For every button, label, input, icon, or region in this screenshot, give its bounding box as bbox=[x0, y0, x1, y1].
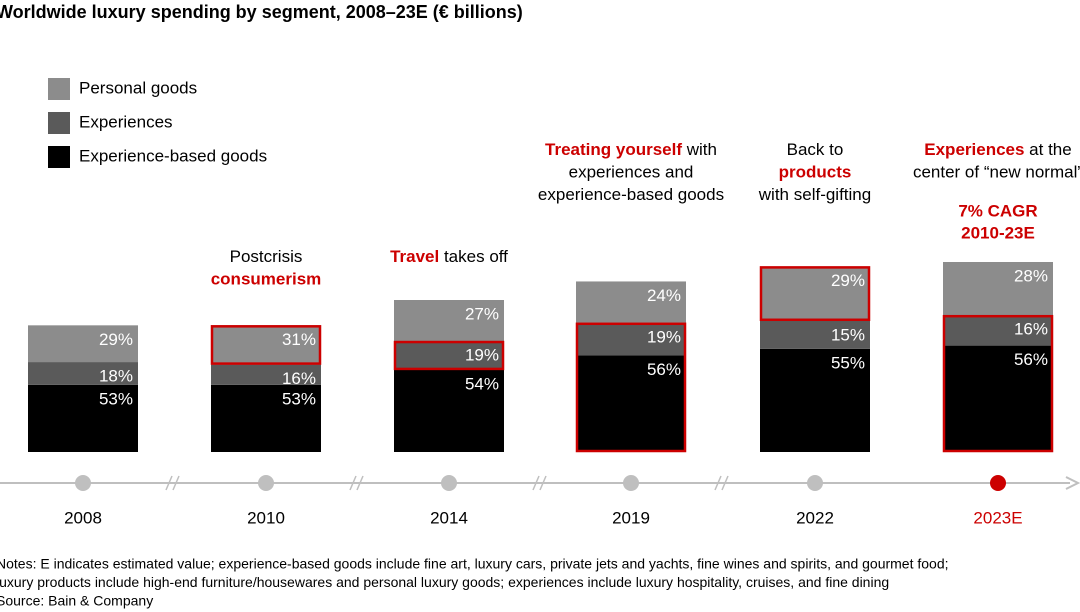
value-label: 15% bbox=[831, 325, 865, 344]
annotation-run: consumerism bbox=[211, 270, 322, 289]
highlight-box bbox=[759, 266, 871, 322]
chart-title: Worldwide luxury spending by segment, 20… bbox=[0, 2, 523, 22]
timeline-marker bbox=[623, 475, 639, 491]
bar-segment bbox=[576, 281, 686, 323]
x-tick-label: 2019 bbox=[612, 508, 650, 527]
value-label: 29% bbox=[99, 330, 133, 349]
annotation: Travel takes off bbox=[390, 247, 508, 266]
annotation-run: center of “new normal” bbox=[913, 163, 1080, 182]
timeline-marker bbox=[441, 475, 457, 491]
bar-segment bbox=[394, 300, 504, 342]
annotation: experiences and bbox=[569, 163, 694, 182]
value-label: 55% bbox=[831, 353, 865, 372]
annotation-run: Back to bbox=[787, 140, 844, 159]
value-label: 54% bbox=[465, 374, 499, 393]
value-label: 53% bbox=[282, 389, 316, 408]
bar-segment bbox=[211, 364, 321, 385]
annotation-run: Experiences bbox=[924, 140, 1024, 159]
bar-segment bbox=[211, 325, 321, 365]
bar-segment bbox=[576, 355, 686, 452]
value-label: 28% bbox=[1014, 266, 1048, 285]
x-tick-label: 2022 bbox=[796, 508, 834, 527]
bar-segment bbox=[394, 369, 504, 452]
value-label: 16% bbox=[282, 369, 316, 388]
bar-segment bbox=[394, 341, 504, 370]
note: luxury products include high-end furnitu… bbox=[0, 574, 889, 590]
legend-swatch bbox=[48, 146, 70, 168]
bar-segment bbox=[28, 362, 138, 385]
bar-segment bbox=[760, 320, 870, 349]
cagr-note: 2010-23E bbox=[961, 223, 1035, 242]
annotation: Experiences at the bbox=[924, 140, 1071, 159]
annotation-run: at the bbox=[1024, 140, 1071, 159]
annotation-run: experience-based goods bbox=[538, 185, 724, 204]
value-label: 56% bbox=[647, 360, 681, 379]
highlight-box bbox=[393, 340, 505, 371]
annotation-run: Postcrisis bbox=[230, 247, 303, 266]
value-label: 29% bbox=[831, 271, 865, 290]
bar-segment bbox=[576, 322, 686, 356]
timeline-arrow bbox=[1065, 476, 1080, 490]
timeline-marker bbox=[258, 475, 274, 491]
bar-segment bbox=[28, 384, 138, 452]
value-label: 16% bbox=[1014, 320, 1048, 339]
annotation-run: with bbox=[682, 140, 717, 159]
annotation: Postcrisis bbox=[230, 247, 303, 266]
timeline-marker bbox=[990, 475, 1006, 491]
note: Notes: E indicates estimated value; expe… bbox=[0, 556, 949, 572]
highlight-box bbox=[575, 322, 687, 453]
bar-segment bbox=[211, 384, 321, 452]
value-label: 19% bbox=[647, 327, 681, 346]
bar-segment bbox=[943, 315, 1053, 346]
bar-segment bbox=[943, 345, 1053, 452]
x-tick-label: 2008 bbox=[64, 508, 102, 527]
value-label: 31% bbox=[282, 330, 316, 349]
value-label: 19% bbox=[465, 346, 499, 365]
bar-segment bbox=[760, 266, 870, 321]
bar-segment bbox=[28, 325, 138, 363]
annotation: consumerism bbox=[211, 270, 322, 289]
value-label: 53% bbox=[99, 389, 133, 408]
annotation-run: with self-gifting bbox=[758, 185, 871, 204]
x-tick-label: 2023E bbox=[973, 508, 1022, 527]
timeline-breaks bbox=[165, 475, 729, 491]
x-tick-label: 2014 bbox=[430, 508, 468, 527]
value-label: 27% bbox=[465, 304, 499, 323]
bar-segment bbox=[943, 262, 1053, 316]
timeline-marker bbox=[75, 475, 91, 491]
annotation: products bbox=[779, 163, 852, 182]
highlight-box bbox=[942, 314, 1054, 453]
timeline-marker bbox=[807, 475, 823, 491]
legend-swatch bbox=[48, 78, 70, 100]
annotation-run: Treating yourself bbox=[545, 140, 682, 159]
legend-label: Experience-based goods bbox=[79, 146, 267, 165]
bar-segment bbox=[760, 348, 870, 452]
x-tick-label: 2010 bbox=[247, 508, 285, 527]
value-label: 56% bbox=[1014, 350, 1048, 369]
note: Source: Bain & Company bbox=[0, 593, 153, 609]
cagr-note: 7% CAGR bbox=[958, 201, 1037, 220]
annotation: center of “new normal” bbox=[913, 163, 1080, 182]
annotation: Treating yourself with bbox=[545, 140, 717, 159]
highlight-box bbox=[210, 325, 322, 365]
legend-label: Personal goods bbox=[79, 78, 197, 97]
annotation: with self-gifting bbox=[758, 185, 871, 204]
annotation-run: experiences and bbox=[569, 163, 694, 182]
annotation-run: Travel bbox=[390, 247, 439, 266]
legend-label: Experiences bbox=[79, 112, 173, 131]
annotation-run: takes off bbox=[439, 247, 508, 266]
annotation: experience-based goods bbox=[538, 185, 724, 204]
value-label: 18% bbox=[99, 367, 133, 386]
annotation: Back to bbox=[787, 140, 844, 159]
value-label: 24% bbox=[647, 286, 681, 305]
legend-swatch bbox=[48, 112, 70, 134]
annotation-run: products bbox=[779, 163, 852, 182]
